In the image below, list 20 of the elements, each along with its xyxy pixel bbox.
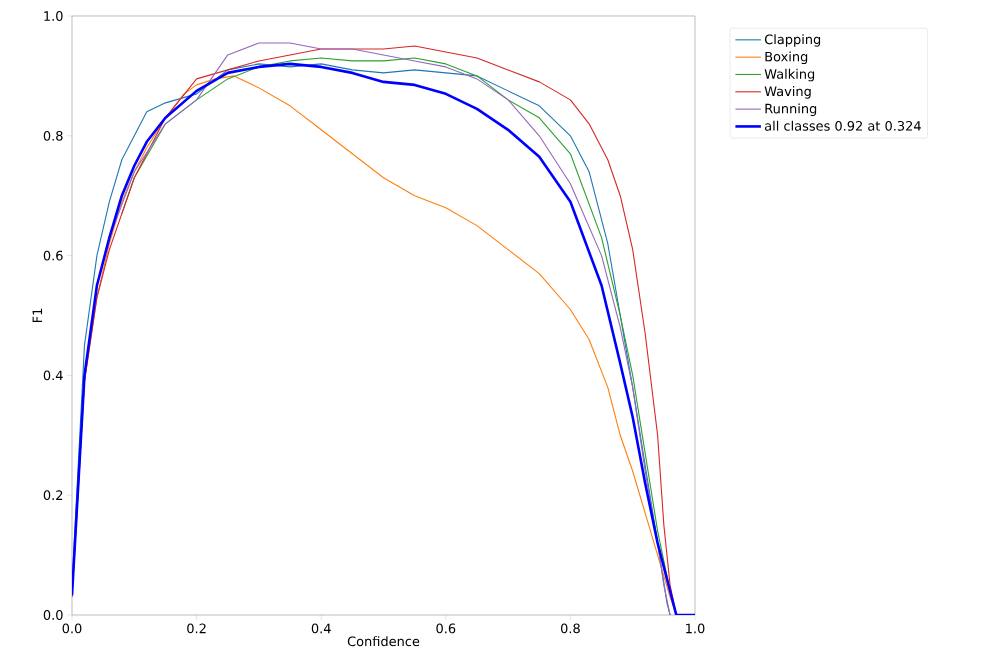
legend-label: Walking [764,68,815,82]
y-tick-label: 1.0 [44,11,63,21]
y-tick-label: 0.0 [43,610,63,620]
y-axis-title: F1 [32,308,43,323]
x-tick-label: 0.6 [436,623,456,634]
legend-label: Running [765,103,817,116]
y-tick-label: 0.4 [43,370,63,381]
x-tick-label: 0.0 [62,623,82,634]
x-tick-label: 0.4 [311,623,331,634]
y-tick-label: 0.8 [43,130,63,141]
x-tick-label: 1.0 [686,623,705,634]
x-tick-label: 0.2 [187,623,206,634]
legend-label: all classes 0.92 at 0.324 [764,120,921,131]
y-tick-label: 0.6 [43,250,63,261]
x-axis-title: Confidence [347,636,420,647]
y-tick-label: 0.2 [43,490,63,501]
legend-label: Boxing [765,51,808,65]
legend-label: Clapping [764,34,821,47]
legend-label: Waving [764,86,811,99]
x-tick-label: 0.8 [560,623,580,634]
